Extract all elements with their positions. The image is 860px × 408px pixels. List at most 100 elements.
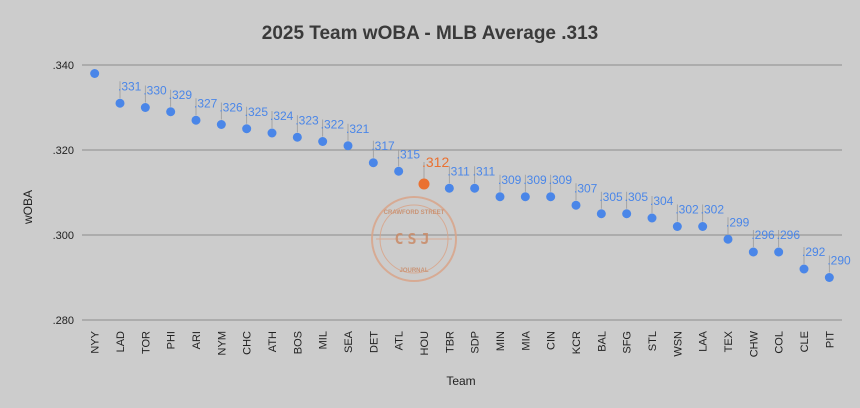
data-point	[292, 132, 302, 142]
x-tick-label: SFG	[622, 331, 634, 354]
x-tick-label: CHC	[242, 331, 254, 355]
data-point	[647, 213, 657, 223]
data-point	[343, 141, 353, 151]
data-label: .312	[422, 154, 449, 170]
x-tick-label: PHI	[166, 331, 178, 349]
data-label: .292	[802, 245, 826, 259]
data-label: .296	[777, 228, 801, 242]
data-point	[267, 128, 277, 138]
x-tick-label: BOS	[292, 331, 304, 354]
x-tick-label: NYY	[90, 330, 102, 353]
x-tick-label: TBR	[444, 331, 456, 353]
data-point	[115, 98, 125, 108]
y-axis-ticks: .340 .320 .300 .280	[53, 60, 74, 327]
data-label: .311	[447, 164, 470, 178]
x-tick-label: MIA	[520, 330, 532, 350]
data-point	[774, 247, 784, 257]
data-point	[520, 192, 530, 202]
watermark-center-text: CSJ	[394, 230, 433, 248]
data-point	[723, 234, 733, 244]
data-point	[748, 247, 758, 257]
data-label: .326	[219, 101, 243, 115]
data-label: .302	[701, 203, 725, 217]
x-tick-label: NYM	[216, 331, 228, 355]
watermark-logo: CRAWFORD STREET CSJ JOURNAL	[371, 196, 457, 282]
x-tick-label: SEA	[343, 330, 355, 353]
watermark-top-text: CRAWFORD STREET	[384, 210, 445, 216]
x-tick-label: HOU	[419, 331, 431, 356]
data-point	[799, 264, 809, 274]
data-point	[166, 107, 176, 117]
data-point	[140, 103, 150, 112]
y-tick-label: .300	[53, 230, 74, 242]
data-point	[546, 192, 556, 202]
data-point-highlight	[418, 178, 430, 190]
data-point	[824, 273, 834, 282]
x-tick-label: TOR	[140, 331, 152, 354]
x-tick-label: SDP	[470, 331, 482, 354]
x-tick-label: TEX	[723, 330, 735, 352]
data-label: .317	[371, 139, 395, 153]
x-tick-label: CIN	[546, 331, 558, 350]
x-tick-label: PIT	[824, 331, 836, 348]
data-point	[191, 115, 201, 125]
data-label: .299	[726, 215, 750, 229]
data-point	[444, 183, 454, 193]
x-axis-ticks: NYY LAD TOR PHI ARI NYM CHC ATH BOS MIL SEA DET ATL H…	[90, 330, 837, 357]
data-label: .305	[625, 190, 649, 204]
data-label: .309	[523, 173, 547, 187]
data-point	[495, 192, 505, 202]
x-tick-label: KCR	[571, 331, 583, 354]
x-tick-label: BAL	[596, 331, 608, 352]
data-label: .321	[346, 122, 370, 136]
data-label: .307	[574, 181, 598, 195]
data-point	[698, 222, 708, 231]
data-point	[596, 209, 606, 219]
x-tick-label: LAA	[698, 330, 710, 351]
x-tick-label: STL	[647, 331, 659, 351]
x-tick-label: COL	[774, 331, 786, 354]
data-label: .325	[245, 105, 269, 119]
x-tick-label: ATH	[267, 331, 279, 352]
data-label: .309	[549, 173, 573, 187]
watermark-bottom-text: JOURNAL	[399, 268, 428, 274]
data-point	[90, 69, 100, 78]
data-label: .323	[295, 113, 319, 127]
x-tick-label: CLE	[799, 331, 811, 352]
x-tick-label: WSN	[672, 331, 684, 357]
x-tick-label: MIN	[495, 331, 507, 351]
data-point	[622, 209, 632, 219]
data-label: .302	[675, 203, 699, 217]
data-label: .309	[498, 173, 522, 187]
y-tick-label: .280	[53, 315, 74, 327]
data-point	[216, 120, 226, 129]
data-label: .305	[599, 190, 623, 204]
data-point	[242, 124, 252, 134]
x-tick-label: MIL	[318, 331, 330, 349]
data-point	[318, 137, 328, 146]
data-labels: .331.330.329.327.326.325.324.323.322.321…	[118, 79, 851, 267]
y-axis-label: wOBA	[21, 190, 35, 225]
data-label: .324	[270, 109, 294, 123]
data-point	[672, 222, 682, 231]
y-tick-label: .320	[53, 145, 74, 157]
data-point	[571, 200, 581, 210]
data-label: .331	[118, 79, 142, 93]
data-label: .311	[473, 164, 496, 178]
data-label: .329	[169, 88, 193, 102]
x-tick-label: ATL	[394, 331, 406, 350]
x-tick-label: ARI	[191, 331, 203, 349]
chart-title: 2025 Team wOBA - MLB Average .313	[262, 23, 599, 44]
gridlines	[82, 64, 842, 321]
data-points	[90, 69, 834, 282]
data-point	[394, 166, 404, 176]
data-label: .322	[321, 118, 345, 132]
x-axis-label: Team	[446, 374, 475, 388]
data-label: .327	[194, 96, 218, 110]
data-label: .290	[827, 254, 851, 268]
x-tick-label: CHW	[748, 330, 760, 357]
data-label: .315	[397, 147, 421, 161]
data-label: .304	[650, 194, 674, 208]
label-leaders	[119, 81, 830, 273]
